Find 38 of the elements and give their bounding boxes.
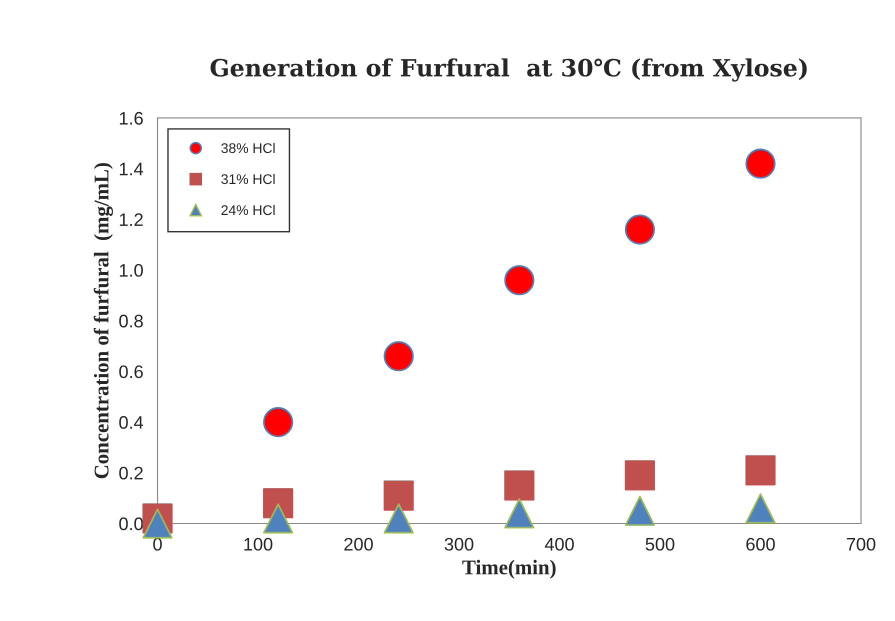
x-tick-label: 100 (244, 538, 272, 551)
y-tick-label: 1.4 (120, 162, 144, 176)
x-tick-label: 400 (544, 538, 574, 551)
y-tick-label: 0.0 (119, 517, 143, 530)
point (745, 493, 776, 524)
point (745, 148, 776, 179)
y-tick-label: 0.2 (119, 466, 143, 480)
point (745, 455, 776, 486)
legend-label: 24% HCl (221, 204, 275, 216)
x-tick-label: 500 (646, 538, 674, 551)
legend-label: 38% HCl (221, 142, 275, 154)
y-tick-label: 0.6 (119, 365, 143, 378)
point (384, 480, 414, 511)
x-tick-label: 200 (344, 538, 373, 551)
point (624, 214, 655, 245)
chart-title: Generation of Furfural at 30℃ (from Xylose) (210, 58, 807, 82)
point (263, 503, 294, 534)
point (504, 498, 534, 528)
x-axis-title: Time(min) (462, 560, 556, 579)
point (384, 503, 414, 534)
x-tick-label: 300 (444, 538, 474, 551)
point (384, 341, 414, 372)
point (263, 407, 294, 438)
point (504, 265, 534, 296)
y-tick-label: 1.0 (120, 264, 143, 277)
y-tick-label: 0.8 (119, 314, 143, 328)
point (142, 508, 173, 539)
y-tick-label: 1.6 (120, 112, 143, 125)
point (624, 460, 655, 490)
legend-label: 31% HCl (221, 174, 275, 184)
point (504, 470, 534, 501)
x-tick-label: 700 (846, 538, 876, 551)
y-tick-label: 1.2 (120, 213, 143, 226)
point (624, 496, 655, 526)
x-tick-label: 600 (746, 538, 775, 551)
y-tick-label: 0.4 (119, 416, 144, 429)
y-axis-title: Concentration of furfural (mg/mL) (94, 163, 113, 478)
x-tick-label: 0 (153, 538, 162, 551)
